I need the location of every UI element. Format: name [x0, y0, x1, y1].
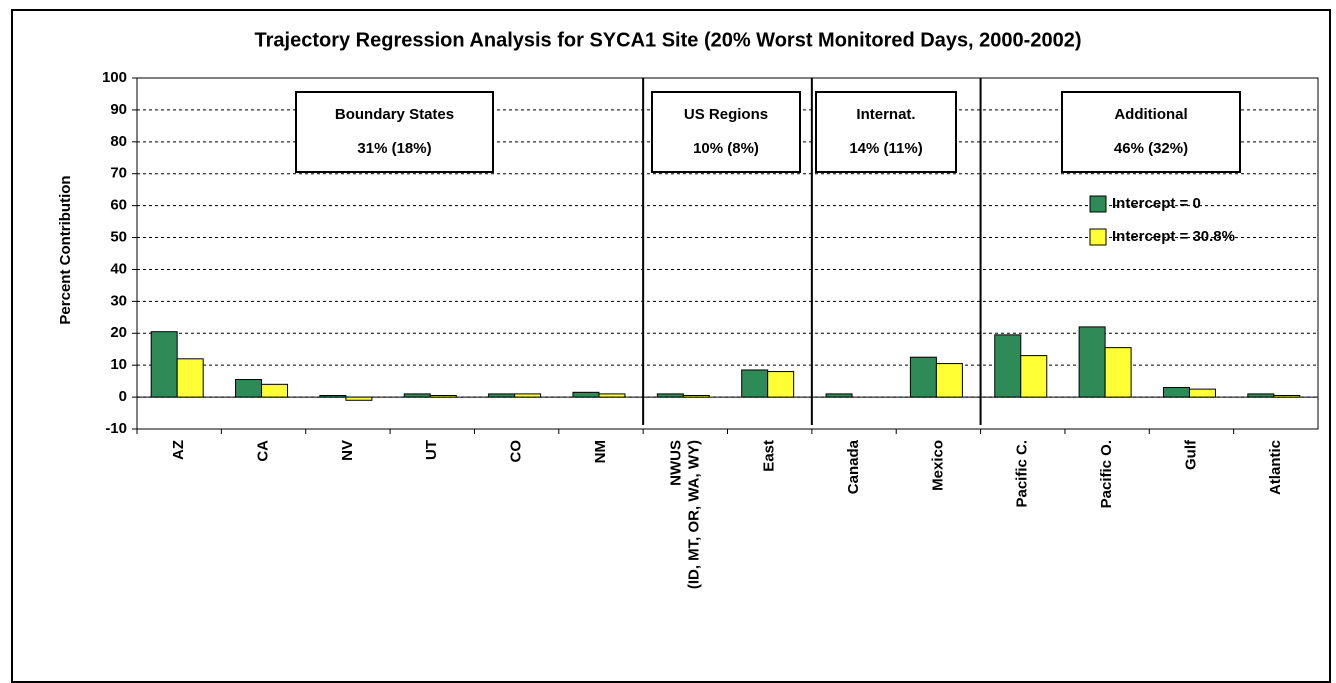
x-tick-label: East [761, 440, 778, 472]
legend-label: Intercept = 0 [1112, 195, 1201, 212]
legend-label: Intercept = 30.8% [1112, 228, 1235, 245]
bar [572, 391, 600, 398]
y-tick-label: 20 [110, 324, 127, 341]
y-tick-label: 60 [110, 197, 127, 214]
group-box [295, 91, 494, 173]
y-tick-label: 80 [110, 133, 127, 150]
group-box [1061, 91, 1241, 173]
bar [1162, 387, 1190, 398]
x-tick-label: NV [339, 440, 356, 461]
group-label: 14% (11%) [849, 140, 922, 157]
x-tick-label: CO [508, 440, 525, 463]
group-name: Additional [1114, 106, 1187, 123]
x-tick-label: Gulf [1182, 439, 1199, 470]
x-tick-label: UT [423, 440, 440, 460]
legend-swatch [1089, 195, 1107, 213]
bar [682, 394, 710, 398]
group-label: 46% (32%) [1114, 140, 1188, 157]
bar [598, 393, 626, 398]
x-tick-label: AZ [170, 440, 187, 460]
x-tick-label: Atlantic [1267, 440, 1284, 495]
bar [1020, 355, 1048, 398]
bar [741, 369, 769, 398]
bar [1247, 393, 1275, 398]
x-tick-label: CA [255, 440, 272, 462]
x-tick-label: Canada [845, 439, 862, 494]
bar [656, 393, 684, 398]
bar [1273, 394, 1301, 398]
group-box [815, 91, 957, 173]
group-name: US Regions [684, 106, 768, 123]
bar [176, 358, 204, 398]
group-label: 31% (18%) [357, 140, 431, 157]
bar [429, 394, 457, 398]
bar [403, 393, 431, 398]
y-tick-label: 10 [110, 356, 127, 373]
y-tick-label: 90 [110, 101, 127, 118]
x-tick-label: Pacific O. [1098, 440, 1115, 508]
bar [235, 379, 263, 398]
bar [909, 356, 937, 398]
y-tick-label: 0 [119, 388, 127, 405]
bar [261, 383, 289, 398]
bar [345, 396, 373, 401]
group-label: 10% (8%) [693, 140, 759, 157]
bar [767, 371, 795, 398]
y-tick-label: 100 [102, 69, 127, 86]
x-tick-label: Mexico [929, 440, 946, 491]
y-tick-label: 50 [110, 229, 127, 246]
group-name: Boundary States [335, 106, 454, 123]
group-box [651, 91, 801, 173]
legend-swatch [1089, 228, 1107, 246]
y-tick-label: 30 [110, 292, 127, 309]
x-tick-label: NWUS(ID, MT, OR, WA, WY) [667, 440, 702, 589]
x-tick-label: NM [592, 440, 609, 463]
bar [935, 363, 963, 398]
bar [150, 331, 178, 398]
bar [1188, 388, 1216, 398]
bar [1104, 347, 1132, 398]
y-tick-label: 70 [110, 165, 127, 182]
bar [825, 393, 853, 398]
chart-title: Trajectory Regression Analysis for SYCA1… [255, 29, 1082, 51]
y-axis-label: Percent Contribution [57, 175, 74, 324]
bar [1078, 326, 1106, 398]
bar [994, 334, 1022, 398]
group-name: Internat. [856, 106, 915, 123]
x-tick-label: Pacific C. [1014, 440, 1031, 508]
bar [319, 394, 347, 398]
y-tick-label: 40 [110, 260, 127, 277]
bar [514, 393, 542, 398]
y-tick-label: -10 [105, 420, 127, 437]
bar [488, 393, 516, 398]
